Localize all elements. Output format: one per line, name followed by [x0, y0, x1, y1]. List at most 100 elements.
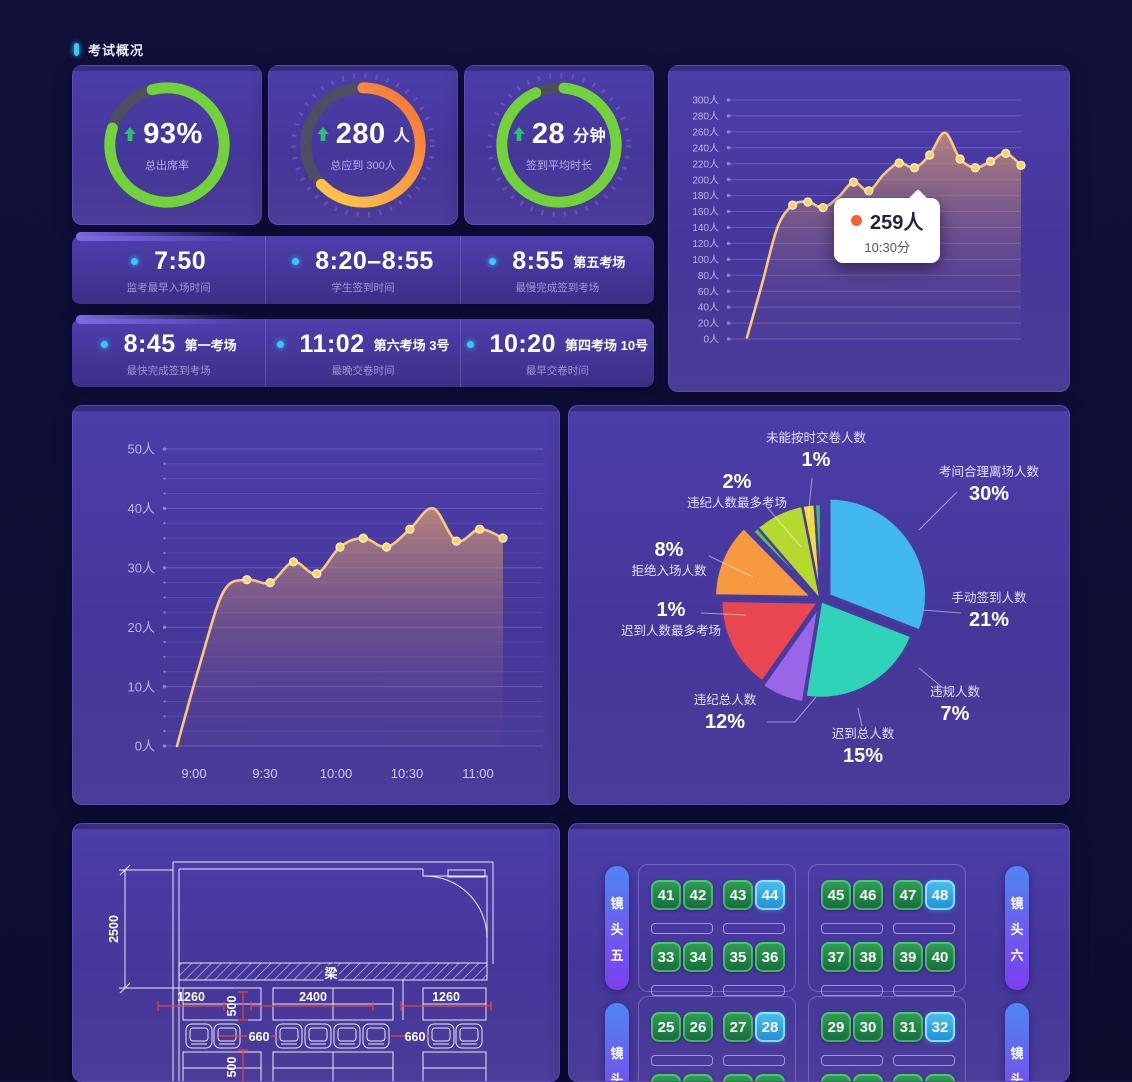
seat-46[interactable]: 46 [853, 880, 883, 910]
seat-39[interactable]: 39 [893, 942, 923, 972]
stat-cell: 11:02 第六考场 3号 最晚交卷时间 [265, 319, 459, 387]
desk [893, 923, 955, 934]
bullet-icon [276, 341, 284, 348]
svg-text:240人: 240人 [692, 142, 719, 154]
stat-suffix: 第六考场 3号 [373, 338, 450, 353]
stat-caption: 最慢完成签到考场 [515, 282, 600, 294]
seat-43[interactable]: 43 [723, 880, 753, 910]
seat-35[interactable]: 35 [723, 942, 753, 972]
stat-value: 8:55 [512, 247, 565, 275]
seat-empty[interactable] [755, 1074, 785, 1081]
svg-text:20人: 20人 [128, 620, 155, 635]
desk [723, 1055, 785, 1066]
svg-text:40人: 40人 [698, 302, 719, 314]
stat-value: 11:02 [299, 330, 365, 358]
bullet-icon [489, 258, 497, 265]
seat-37[interactable]: 37 [821, 942, 851, 972]
stat-bar-rooms: 8:45 第一考场 最快完成签到考场 11:02 第六考场 3号 最晚交卷时间 10… [72, 315, 654, 391]
seat-48[interactable]: 48 [925, 880, 955, 910]
tooltip-dot-icon [851, 215, 862, 226]
desk [651, 1055, 713, 1066]
svg-text:160人: 160人 [692, 206, 719, 218]
desk [821, 985, 883, 996]
desk [651, 923, 713, 934]
seat-34[interactable]: 34 [683, 942, 713, 972]
seat-36[interactable]: 36 [755, 942, 785, 972]
camera-label[interactable]: 镜头五 [605, 866, 629, 990]
svg-text:100人: 100人 [692, 254, 719, 266]
pie-chart [700, 477, 962, 727]
seat-map-card: 41 42 43 44 33 34 35 36 45 46 47 48 37 38 39 40 25 26 27 28… [568, 823, 1070, 1082]
seat-empty[interactable] [925, 1074, 955, 1081]
seat-empty[interactable] [821, 1074, 851, 1081]
seat-31[interactable]: 31 [893, 1012, 923, 1042]
seat-29[interactable]: 29 [821, 1012, 851, 1042]
seat-30[interactable]: 30 [853, 1012, 883, 1042]
desk [821, 923, 883, 934]
svg-text:180人: 180人 [692, 190, 719, 202]
desk [723, 923, 785, 934]
desk [821, 1055, 883, 1066]
pie-label-total-discipline: 违纪总人数 12% [693, 693, 757, 733]
floor-plan-card: 2500 1260 500 2400 1260 660 660 500 梁 [72, 823, 560, 1082]
dim-gap2: 500 [225, 1057, 239, 1078]
pie-slice-0[interactable] [828, 497, 928, 632]
pie-label-most-violation-room: 2% 违纪人数最多考场 [686, 471, 788, 510]
pie-slice-8[interactable] [813, 502, 823, 603]
seat-empty[interactable] [893, 1074, 923, 1081]
stat-cell: 10:20 第四考场 10号 最早交卷时间 [459, 319, 654, 387]
svg-text:120人: 120人 [692, 238, 719, 250]
seat-empty[interactable] [683, 1074, 713, 1081]
seat-42[interactable]: 42 [683, 880, 713, 910]
seat-41[interactable]: 41 [651, 880, 681, 910]
bullet-icon [100, 341, 108, 348]
pie-slice-4[interactable] [713, 526, 814, 599]
svg-text:10:30: 10:30 [391, 766, 424, 781]
camera-label[interactable]: 镜头 [605, 1003, 629, 1081]
seat-47[interactable]: 47 [893, 880, 923, 910]
beam-label: 梁 [323, 966, 338, 981]
seat-38[interactable]: 38 [853, 942, 883, 972]
svg-text:140人: 140人 [692, 222, 719, 234]
svg-text:60人: 60人 [698, 286, 719, 298]
stat-cell: 8:45 第一考场 最快完成签到考场 [72, 319, 265, 387]
stat-cell: 8:20–8:55 学生签到时间 [265, 236, 459, 304]
stat-caption: 最早交卷时间 [525, 365, 589, 377]
stat-bar-times: 7:50 监考最早入场时间 8:20–8:55 学生签到时间 8:55 第五考场 … [72, 232, 654, 308]
pie-label-late-submit: 未能按时交卷人数 1% [765, 431, 867, 471]
pie-label-refused-entry: 8% 拒绝入场人数 [631, 539, 707, 578]
dim-chair-right: 660 [405, 1030, 426, 1044]
seat-45[interactable]: 45 [821, 880, 851, 910]
attendance-rate-gauge [104, 82, 230, 208]
svg-text:30人: 30人 [128, 560, 155, 575]
pie-slice-1[interactable] [804, 599, 913, 700]
pie-slice-2[interactable] [761, 605, 820, 704]
bullet-icon [292, 258, 300, 265]
camera-label[interactable]: 镜头 [1005, 1003, 1029, 1081]
seat-33[interactable]: 33 [651, 942, 681, 972]
desk [651, 985, 713, 996]
camera-label[interactable]: 镜头六 [1005, 866, 1029, 990]
seat-map: 41 42 43 44 33 34 35 36 45 46 47 48 37 38 39 40 25 26 27 28… [569, 824, 1069, 1081]
floor-plan: 2500 1260 500 2400 1260 660 660 500 梁 [107, 861, 494, 1081]
exam-distribution-card: 未能按时交卷人数 1% 2% 违纪人数最多考场 考间合理离场人数 30% 8% 拒绝入场… [568, 405, 1070, 805]
seat-26[interactable]: 26 [683, 1012, 713, 1042]
stat-value: 8:45 [123, 330, 176, 358]
svg-text:280人: 280人 [692, 111, 719, 123]
bullet-icon [466, 341, 474, 348]
seat-40[interactable]: 40 [925, 942, 955, 972]
pie-slice-3[interactable] [720, 599, 820, 683]
pie-label-reasonable-leave: 考间合理离场人数 30% [938, 465, 1040, 505]
seat-28[interactable]: 28 [755, 1012, 785, 1042]
seat-25[interactable]: 25 [651, 1012, 681, 1042]
stat-cell: 8:55 第五考场 最慢完成签到考场 [459, 236, 654, 304]
seat-27[interactable]: 27 [723, 1012, 753, 1042]
seat-empty[interactable] [723, 1074, 753, 1081]
seat-empty[interactable] [853, 1074, 883, 1081]
svg-text:200人: 200人 [692, 174, 719, 186]
seat-32[interactable]: 32 [925, 1012, 955, 1042]
seat-44[interactable]: 44 [755, 880, 785, 910]
pie-label-total-late: 迟到总人数 15% [831, 727, 895, 767]
pie-label-most-late-room: 1% 迟到人数最多考场 [620, 599, 722, 638]
seat-empty[interactable] [651, 1074, 681, 1081]
